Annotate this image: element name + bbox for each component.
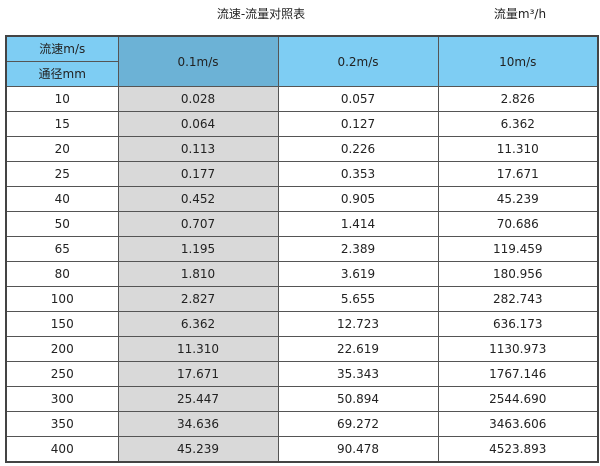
diameter-cell: 40 (5, 186, 119, 212)
diameter-cell: 100 (5, 286, 119, 312)
flow-cell: 11.310 (117, 336, 279, 362)
flow-cell: 2.389 (277, 236, 439, 262)
flow-cell: 34.636 (117, 411, 279, 437)
flow-cell: 119.459 (437, 236, 599, 262)
diameter-cell: 150 (5, 311, 119, 337)
flow-cell: 17.671 (437, 161, 599, 187)
flow-cell: 0.113 (117, 136, 279, 162)
flow-cell: 1.414 (277, 211, 439, 237)
diameter-cell: 10 (5, 86, 119, 112)
flow-cell: 0.064 (117, 111, 279, 137)
table-row: 250 17.671 35.343 1767.146 (5, 361, 599, 387)
table-row: 200 11.310 22.619 1130.973 (5, 336, 599, 362)
flow-cell: 5.655 (277, 286, 439, 312)
column-header: 0.2m/s (277, 35, 439, 87)
table-row: 15 0.064 0.127 6.362 (5, 111, 599, 137)
flow-cell: 1767.146 (437, 361, 599, 387)
table-row: 350 34.636 69.272 3463.606 (5, 411, 599, 437)
flow-cell: 3463.606 (437, 411, 599, 437)
diameter-cell: 300 (5, 386, 119, 412)
flow-cell: 25.447 (117, 386, 279, 412)
flow-cell: 282.743 (437, 286, 599, 312)
table-row: 80 1.810 3.619 180.956 (5, 261, 599, 287)
velocity-flow-table: 流速m/s 0.1m/s 0.2m/s 10m/s 通径mm 10 0.028 0.… (5, 35, 599, 463)
flow-cell: 1.810 (117, 261, 279, 287)
column-header: 10m/s (437, 35, 599, 87)
flow-cell: 0.707 (117, 211, 279, 237)
diameter-header: 通径mm (5, 61, 119, 87)
table-row: 300 25.447 50.894 2544.690 (5, 386, 599, 412)
flow-cell: 1130.973 (437, 336, 599, 362)
table-title: 流速-流量对照表 (216, 7, 306, 21)
table-row: 150 6.362 12.723 636.173 (5, 311, 599, 337)
flow-cell: 70.686 (437, 211, 599, 237)
flow-cell: 0.905 (277, 186, 439, 212)
flow-cell: 45.239 (117, 436, 279, 463)
unit-label: 流量m³/h (493, 7, 547, 21)
velocity-header: 流速m/s (5, 35, 119, 62)
table-row: 40 0.452 0.905 45.239 (5, 186, 599, 212)
diameter-cell: 250 (5, 361, 119, 387)
flow-cell: 6.362 (437, 111, 599, 137)
flow-cell: 3.619 (277, 261, 439, 287)
flow-cell: 11.310 (437, 136, 599, 162)
flow-cell: 180.956 (437, 261, 599, 287)
flow-cell: 2.826 (437, 86, 599, 112)
flow-cell: 50.894 (277, 386, 439, 412)
table-row: 400 45.239 90.478 4523.893 (5, 436, 599, 463)
table-row: 65 1.195 2.389 119.459 (5, 236, 599, 262)
flow-cell: 6.362 (117, 311, 279, 337)
flow-cell: 22.619 (277, 336, 439, 362)
table-row: 50 0.707 1.414 70.686 (5, 211, 599, 237)
flow-cell: 90.478 (277, 436, 439, 463)
diameter-cell: 15 (5, 111, 119, 137)
flow-cell: 2544.690 (437, 386, 599, 412)
flow-cell: 45.239 (437, 186, 599, 212)
flow-cell: 1.195 (117, 236, 279, 262)
table-row: 100 2.827 5.655 282.743 (5, 286, 599, 312)
flow-cell: 17.671 (117, 361, 279, 387)
flow-cell: 0.452 (117, 186, 279, 212)
table-row: 20 0.113 0.226 11.310 (5, 136, 599, 162)
flow-cell: 0.028 (117, 86, 279, 112)
flow-cell: 69.272 (277, 411, 439, 437)
flow-cell: 4523.893 (437, 436, 599, 463)
flow-cell: 35.343 (277, 361, 439, 387)
diameter-cell: 25 (5, 161, 119, 187)
diameter-cell: 200 (5, 336, 119, 362)
flow-cell: 2.827 (117, 286, 279, 312)
flow-cell: 0.127 (277, 111, 439, 137)
diameter-cell: 80 (5, 261, 119, 287)
diameter-cell: 20 (5, 136, 119, 162)
table-row: 25 0.177 0.353 17.671 (5, 161, 599, 187)
flow-cell: 0.353 (277, 161, 439, 187)
diameter-cell: 65 (5, 236, 119, 262)
flow-cell: 0.057 (277, 86, 439, 112)
flow-cell: 0.177 (117, 161, 279, 187)
table-row: 10 0.028 0.057 2.826 (5, 86, 599, 112)
diameter-cell: 50 (5, 211, 119, 237)
flow-cell: 0.226 (277, 136, 439, 162)
diameter-cell: 400 (5, 436, 119, 463)
flow-cell: 636.173 (437, 311, 599, 337)
column-header: 0.1m/s (117, 35, 279, 87)
diameter-cell: 350 (5, 411, 119, 437)
flow-cell: 12.723 (277, 311, 439, 337)
